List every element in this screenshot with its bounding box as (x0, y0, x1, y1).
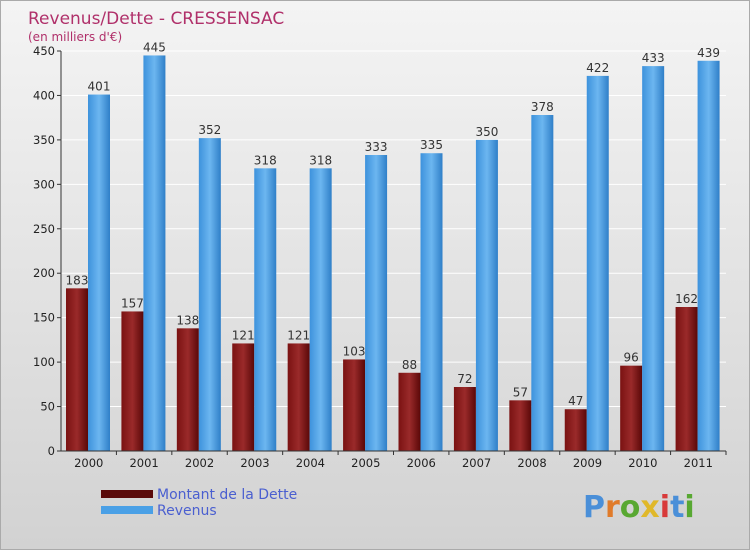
value-label-debt: 162 (675, 292, 698, 306)
bar-debt (564, 409, 587, 451)
y-tick-label: 200 (33, 266, 55, 280)
x-tick-label: 2010 (628, 456, 657, 470)
value-label-debt: 183 (66, 273, 89, 287)
bar-debt (509, 400, 532, 451)
logo-letter: t (670, 490, 684, 525)
x-tick-label: 2009 (573, 456, 602, 470)
bar-debt (620, 365, 643, 451)
value-label-revenue: 439 (697, 46, 720, 60)
bar-debt (232, 343, 255, 451)
y-tick-label: 100 (33, 355, 55, 369)
chart-title: Revenus/Dette - CRESSENSAC (28, 9, 284, 29)
value-label-revenue: 401 (88, 80, 111, 94)
axes: 0 50 100 150 200 250 300 350 400 450 2000 2001 2002 2… (33, 44, 727, 470)
bar-revenue (254, 168, 277, 452)
x-tick-label: 2006 (407, 456, 436, 470)
x-tick-label: 2000 (74, 456, 103, 470)
y-tick-label: 250 (33, 222, 55, 236)
value-label-debt: 121 (287, 328, 310, 342)
value-label-debt: 121 (232, 328, 255, 342)
bars: 183 401 157 445 138 352 121 318 121 318 103 333 88 33… (66, 40, 720, 452)
y-tick-label: 50 (40, 400, 55, 414)
y-tick-label: 400 (33, 88, 55, 102)
x-tick-label: 2003 (240, 456, 269, 470)
bar-revenue (475, 139, 498, 451)
x-tick-label: 2002 (185, 456, 214, 470)
value-label-revenue: 422 (586, 61, 609, 75)
x-tick-label: 2004 (296, 456, 325, 470)
legend: Montant de la Dette Revenus (101, 487, 297, 519)
x-tick-label: 2011 (684, 456, 713, 470)
x-tick-label: 2008 (517, 456, 546, 470)
logo-letter: P (583, 490, 605, 525)
bar-revenue (697, 60, 720, 452)
logo-letter: x (640, 490, 659, 525)
y-tick-label: 450 (33, 44, 55, 58)
value-label-debt: 57 (513, 385, 528, 399)
bar-revenue (531, 115, 554, 451)
bar-revenue (365, 155, 388, 451)
bar-debt (121, 311, 144, 451)
bar-debt (176, 328, 199, 451)
bar-debt (398, 372, 421, 451)
bar-revenue (420, 153, 443, 451)
y-tick-label: 150 (33, 311, 55, 325)
logo-letter: i (684, 490, 694, 525)
value-label-revenue: 350 (475, 125, 498, 139)
y-tick-label: 0 (48, 444, 55, 458)
bar-debt (287, 343, 310, 451)
bar-revenue (642, 66, 665, 451)
value-label-debt: 96 (624, 351, 639, 365)
x-tick-label: 2005 (351, 456, 380, 470)
bar-debt (66, 288, 88, 451)
legend-label-revenue: Revenus (157, 503, 217, 519)
legend-swatch-revenue (101, 506, 153, 514)
chart-subtitle: (en milliers d'€) (28, 30, 122, 44)
value-label-revenue: 333 (365, 140, 388, 154)
value-label-debt: 72 (457, 372, 472, 386)
legend-swatch-debt (101, 490, 153, 498)
proxiti-logo: Proxiti (583, 490, 695, 525)
value-label-revenue: 318 (254, 153, 277, 167)
value-label-debt: 138 (176, 313, 199, 327)
value-label-debt: 88 (402, 358, 417, 372)
bar-revenue (143, 55, 166, 451)
bar-revenue (309, 168, 332, 452)
logo-letter: i (660, 490, 670, 525)
y-tick-label: 350 (33, 133, 55, 147)
bar-debt (453, 387, 476, 451)
x-tick-label: 2001 (129, 456, 158, 470)
bar-debt (675, 307, 698, 451)
logo-letter: r (605, 490, 620, 525)
bar-revenue (586, 75, 609, 451)
value-label-revenue: 335 (420, 138, 443, 152)
value-label-debt: 47 (568, 394, 583, 408)
value-label-debt: 157 (121, 296, 144, 310)
x-tick-label: 2007 (462, 456, 491, 470)
value-label-revenue: 352 (198, 123, 221, 137)
value-label-revenue: 445 (143, 40, 166, 54)
bar-debt (343, 359, 366, 451)
grid (61, 50, 726, 452)
value-label-revenue: 318 (309, 153, 332, 167)
legend-label-debt: Montant de la Dette (157, 487, 297, 503)
y-tick-label: 300 (33, 177, 55, 191)
bar-revenue (198, 138, 221, 451)
logo-letter: o (620, 490, 641, 525)
value-label-revenue: 433 (642, 51, 665, 65)
bar-revenue (88, 94, 110, 452)
value-label-debt: 103 (343, 344, 366, 358)
value-label-revenue: 378 (531, 100, 554, 114)
